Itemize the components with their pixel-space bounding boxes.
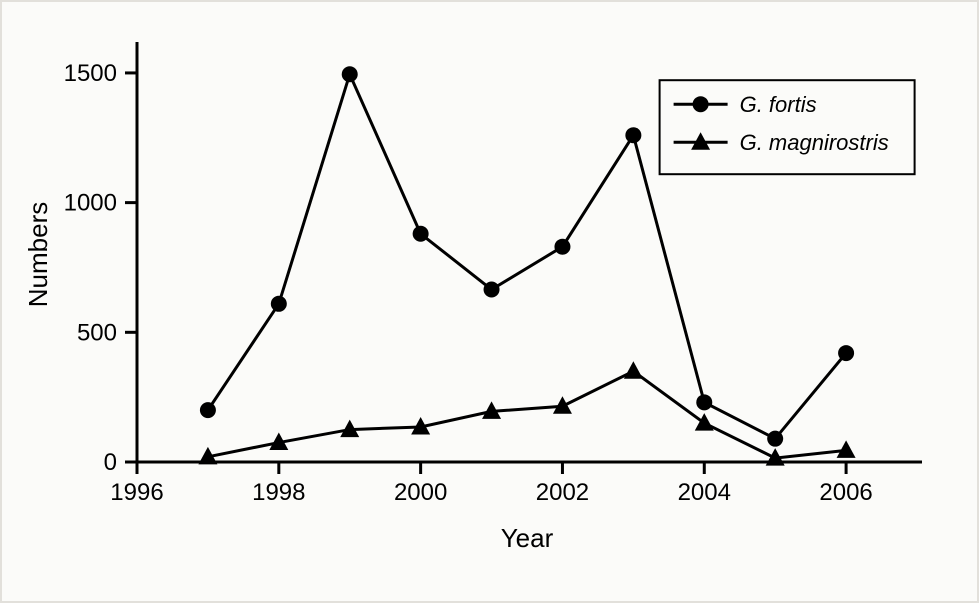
data-marker <box>413 226 429 242</box>
x-tick-label: 2000 <box>394 479 447 506</box>
data-marker <box>767 431 783 447</box>
x-tick-label: 2004 <box>678 479 731 506</box>
y-axis-label: Numbers <box>23 202 53 307</box>
x-tick-label: 2006 <box>819 479 872 506</box>
legend-label: G. fortis <box>740 92 817 117</box>
line-chart: 0 500 1000 1500 1996 1998 2000 2002 2004 2006 Numb… <box>2 2 977 601</box>
data-marker <box>271 296 287 312</box>
data-marker <box>553 396 572 414</box>
legend-label: G. magnirostris <box>740 130 889 155</box>
data-marker <box>837 440 856 458</box>
y-tick-label: 0 <box>104 449 117 476</box>
data-marker <box>200 402 216 418</box>
series-line <box>208 371 846 458</box>
data-marker <box>625 127 641 143</box>
data-marker <box>693 96 709 112</box>
legend: G. fortis G. magnirostris <box>660 80 915 174</box>
series-line <box>208 74 846 438</box>
y-tick-label: 1500 <box>64 60 117 87</box>
data-marker <box>838 345 854 361</box>
series-g-fortis <box>200 66 854 446</box>
y-tick-label: 500 <box>77 319 117 346</box>
x-tick-label: 1996 <box>110 479 163 506</box>
y-tick-label: 1000 <box>64 190 117 217</box>
series-g-magnirostris <box>198 361 855 465</box>
data-marker <box>554 239 570 255</box>
x-axis-label: Year <box>501 523 554 553</box>
chart-container: 0 500 1000 1500 1996 1998 2000 2002 2004 2006 Numb… <box>0 0 979 603</box>
x-tick-label: 2002 <box>536 479 589 506</box>
data-marker <box>342 66 358 82</box>
data-marker <box>484 282 500 298</box>
x-tick-label: 1998 <box>252 479 305 506</box>
data-marker <box>624 361 643 379</box>
data-marker <box>695 413 714 431</box>
data-marker <box>696 394 712 410</box>
